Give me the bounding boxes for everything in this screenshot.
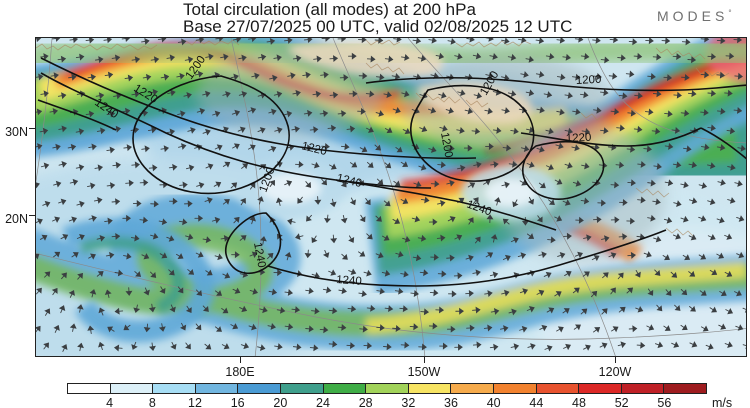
svg-text:1240: 1240	[336, 274, 362, 288]
svg-text:1220: 1220	[566, 132, 592, 145]
svg-text:1200: 1200	[576, 74, 602, 87]
